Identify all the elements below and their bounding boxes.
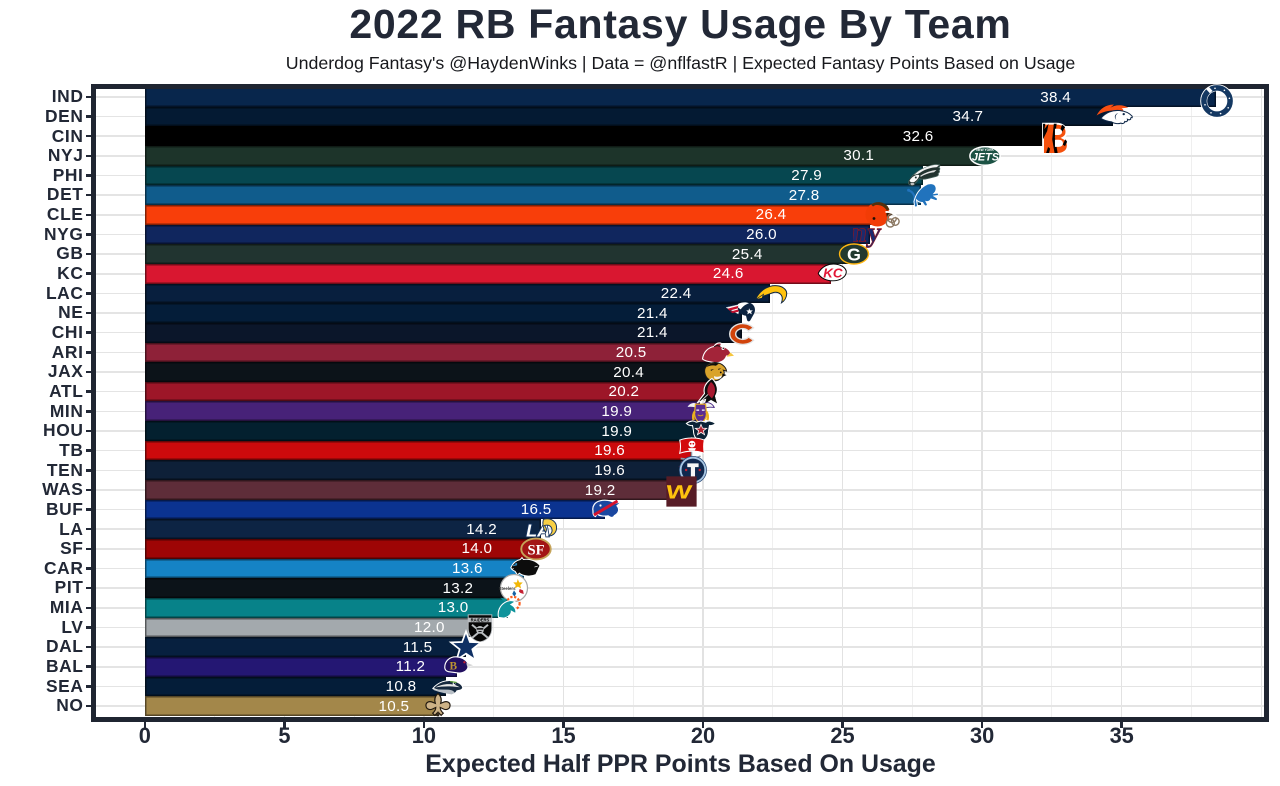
svg-text:ny: ny [853,218,883,249]
svg-text:KC: KC [823,265,843,280]
svg-text:G: G [847,245,861,265]
svg-text:RAIDERS: RAIDERS [471,618,490,623]
svg-text:W: W [665,483,694,504]
svg-text:SF: SF [527,542,544,558]
svg-text:JETS: JETS [972,151,1000,163]
svg-text:B: B [450,660,458,672]
svg-text:NEW YORK: NEW YORK [976,148,994,152]
svg-text:Steelers: Steelers [498,586,515,591]
